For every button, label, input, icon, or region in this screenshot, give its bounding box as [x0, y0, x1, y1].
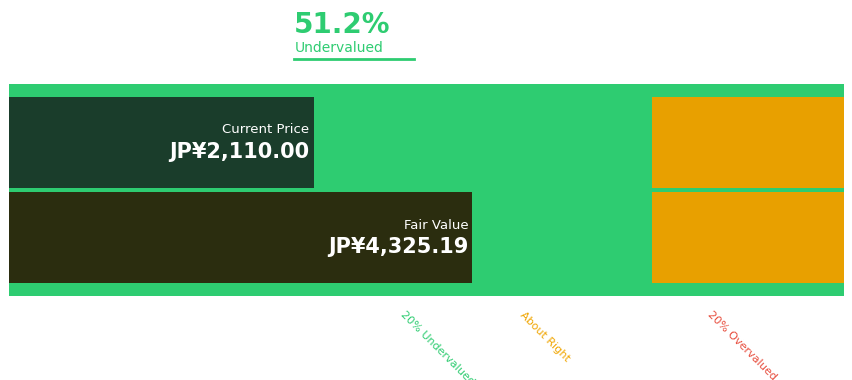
Bar: [9, 192, 472, 283]
Bar: [9, 283, 843, 296]
Bar: [652, 192, 843, 283]
Bar: [9, 97, 314, 188]
Bar: [9, 192, 409, 283]
Bar: [652, 97, 843, 188]
Bar: [409, 97, 476, 188]
Text: 20% Overvalued: 20% Overvalued: [705, 310, 777, 380]
Text: JP¥2,110.00: JP¥2,110.00: [169, 142, 309, 162]
Bar: [409, 192, 476, 283]
Text: Undervalued: Undervalued: [294, 41, 383, 54]
Bar: [476, 192, 652, 283]
Bar: [476, 97, 652, 188]
Text: Fair Value: Fair Value: [403, 219, 468, 232]
Text: 20% Undervalued: 20% Undervalued: [398, 310, 475, 380]
Bar: [9, 188, 843, 192]
Text: About Right: About Right: [517, 310, 571, 363]
Bar: [9, 97, 409, 188]
Text: 51.2%: 51.2%: [294, 11, 390, 39]
Text: Current Price: Current Price: [222, 122, 309, 136]
Text: JP¥4,325.19: JP¥4,325.19: [327, 237, 468, 257]
Bar: [9, 84, 843, 97]
